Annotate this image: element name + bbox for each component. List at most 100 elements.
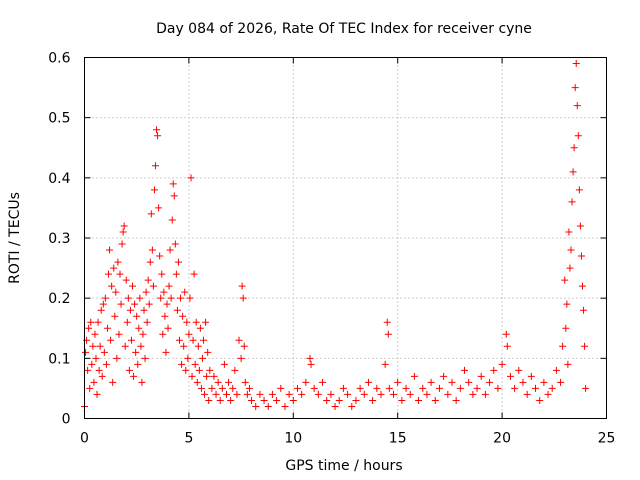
data-point bbox=[135, 324, 143, 332]
data-point bbox=[427, 378, 435, 386]
data-point bbox=[160, 288, 168, 296]
data-point bbox=[155, 204, 163, 212]
data-point bbox=[150, 186, 158, 194]
x-axis-label: GPS time / hours bbox=[285, 458, 402, 474]
data-point bbox=[381, 360, 389, 368]
data-point bbox=[582, 384, 590, 392]
data-point bbox=[111, 312, 119, 320]
data-point bbox=[203, 372, 211, 380]
data-point bbox=[177, 294, 185, 302]
data-point bbox=[147, 210, 155, 218]
data-point bbox=[245, 384, 253, 392]
data-point bbox=[331, 402, 339, 410]
data-point bbox=[572, 60, 580, 68]
data-point bbox=[131, 300, 139, 308]
data-point bbox=[120, 222, 128, 230]
data-point bbox=[112, 288, 120, 296]
y-tick-label: 0.6 bbox=[48, 51, 70, 67]
data-point bbox=[248, 396, 256, 404]
data-point bbox=[121, 342, 129, 350]
data-point bbox=[113, 354, 121, 362]
data-point bbox=[314, 390, 322, 398]
data-point bbox=[540, 378, 548, 386]
data-point bbox=[186, 294, 194, 302]
data-point bbox=[240, 342, 248, 350]
data-point bbox=[406, 390, 414, 398]
data-point bbox=[105, 270, 113, 278]
data-point bbox=[191, 360, 199, 368]
data-point bbox=[89, 342, 97, 350]
data-point bbox=[229, 384, 237, 392]
data-point bbox=[293, 384, 301, 392]
data-point bbox=[119, 228, 127, 236]
data-point bbox=[394, 378, 402, 386]
data-point bbox=[222, 390, 230, 398]
data-point bbox=[578, 282, 586, 290]
y-tick-label: 0.1 bbox=[48, 351, 70, 367]
data-point bbox=[169, 180, 177, 188]
data-point bbox=[172, 270, 180, 278]
data-point bbox=[273, 396, 281, 404]
data-point bbox=[174, 258, 182, 266]
data-points bbox=[81, 60, 590, 410]
data-point bbox=[170, 192, 178, 200]
data-point bbox=[102, 360, 110, 368]
data-point bbox=[134, 360, 142, 368]
data-point bbox=[557, 378, 565, 386]
data-point bbox=[523, 390, 531, 398]
data-point bbox=[162, 348, 170, 356]
data-point bbox=[96, 342, 104, 350]
data-point bbox=[176, 336, 184, 344]
data-point bbox=[576, 222, 584, 230]
chart-title: Day 084 of 2026, Rate Of TEC Index for r… bbox=[156, 21, 532, 37]
data-point bbox=[423, 390, 431, 398]
data-point bbox=[198, 354, 206, 362]
data-point bbox=[581, 342, 589, 350]
data-point bbox=[398, 396, 406, 404]
data-point bbox=[486, 378, 494, 386]
data-point bbox=[566, 264, 574, 272]
data-point bbox=[231, 366, 239, 374]
data-point bbox=[157, 294, 165, 302]
data-point bbox=[452, 396, 460, 404]
data-point bbox=[156, 252, 164, 260]
data-point bbox=[154, 132, 162, 140]
data-point bbox=[281, 402, 289, 410]
data-point bbox=[208, 384, 216, 392]
data-point bbox=[419, 384, 427, 392]
data-point bbox=[149, 282, 157, 290]
data-point bbox=[506, 372, 514, 380]
x-tick-label: 20 bbox=[493, 431, 511, 447]
data-point bbox=[116, 270, 124, 278]
data-point bbox=[580, 306, 588, 314]
data-point bbox=[289, 396, 297, 404]
data-point bbox=[103, 324, 111, 332]
data-point bbox=[573, 102, 581, 110]
data-point bbox=[481, 390, 489, 398]
data-point bbox=[575, 186, 583, 194]
data-point bbox=[136, 294, 144, 302]
data-point bbox=[139, 330, 147, 338]
x-tick-label: 5 bbox=[184, 431, 193, 447]
data-point bbox=[235, 336, 243, 344]
data-point bbox=[302, 378, 310, 386]
data-point bbox=[178, 360, 186, 368]
data-point bbox=[227, 396, 235, 404]
data-point bbox=[469, 390, 477, 398]
data-point bbox=[195, 366, 203, 374]
data-point bbox=[252, 402, 260, 410]
data-point bbox=[125, 366, 133, 374]
data-point bbox=[137, 342, 145, 350]
data-point bbox=[107, 336, 115, 344]
data-point bbox=[277, 384, 285, 392]
data-point bbox=[201, 390, 209, 398]
data-point bbox=[148, 246, 156, 254]
data-point bbox=[192, 318, 200, 326]
data-point bbox=[95, 366, 103, 374]
data-point bbox=[151, 162, 159, 170]
data-point bbox=[559, 342, 567, 350]
data-point bbox=[348, 402, 356, 410]
data-point bbox=[141, 354, 149, 362]
data-point bbox=[166, 246, 174, 254]
data-point bbox=[115, 330, 123, 338]
